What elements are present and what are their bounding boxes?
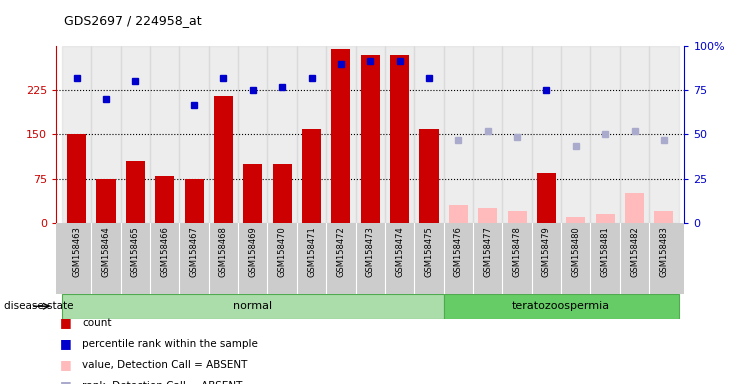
Bar [649, 46, 678, 223]
Bar [537, 173, 556, 223]
Text: percentile rank within the sample: percentile rank within the sample [82, 339, 258, 349]
Bar [67, 134, 86, 223]
Text: teratozoospermia: teratozoospermia [512, 301, 610, 311]
Bar [390, 55, 409, 223]
Bar [654, 211, 673, 223]
Text: GSM158465: GSM158465 [131, 226, 140, 277]
Bar [150, 46, 180, 223]
Bar [155, 175, 174, 223]
Bar [62, 46, 91, 223]
Bar [414, 46, 444, 223]
Bar [96, 179, 115, 223]
Bar [302, 129, 321, 223]
Text: GSM158467: GSM158467 [189, 226, 199, 277]
Bar [595, 214, 615, 223]
Text: GSM158480: GSM158480 [571, 226, 580, 277]
Text: ■: ■ [60, 337, 72, 350]
Bar [180, 46, 209, 223]
Bar [420, 129, 438, 223]
Bar [625, 193, 644, 223]
Text: value, Detection Call = ABSENT: value, Detection Call = ABSENT [82, 360, 248, 370]
Bar [590, 46, 620, 223]
Bar [503, 46, 532, 223]
Text: GSM158483: GSM158483 [660, 226, 669, 277]
Bar [508, 211, 527, 223]
Text: ■: ■ [60, 316, 72, 329]
Bar [126, 161, 145, 223]
Bar [120, 46, 150, 223]
Bar [243, 164, 263, 223]
Text: GSM158482: GSM158482 [630, 226, 639, 277]
Bar [209, 46, 238, 223]
Bar [331, 49, 351, 223]
Text: GSM158476: GSM158476 [454, 226, 463, 277]
Text: GSM158470: GSM158470 [278, 226, 286, 277]
Bar [532, 46, 561, 223]
Bar [385, 46, 414, 223]
Text: rank, Detection Call = ABSENT: rank, Detection Call = ABSENT [82, 381, 242, 384]
Bar [91, 46, 120, 223]
Text: GDS2697 / 224958_at: GDS2697 / 224958_at [64, 14, 201, 27]
Text: GSM158468: GSM158468 [219, 226, 228, 277]
Text: GSM158478: GSM158478 [512, 226, 521, 277]
Text: normal: normal [233, 301, 272, 311]
Text: GSM158475: GSM158475 [424, 226, 434, 277]
Bar [566, 217, 586, 223]
Text: count: count [82, 318, 111, 328]
Text: GSM158469: GSM158469 [248, 226, 257, 277]
Text: GSM158471: GSM158471 [307, 226, 316, 277]
Bar [449, 205, 468, 223]
Text: ■: ■ [60, 379, 72, 384]
Bar [355, 46, 385, 223]
Text: GSM158464: GSM158464 [102, 226, 111, 277]
Bar [326, 46, 355, 223]
Bar [473, 46, 503, 223]
Bar [62, 294, 444, 319]
Text: GSM158466: GSM158466 [160, 226, 169, 277]
Bar [478, 208, 497, 223]
Text: GSM158481: GSM158481 [601, 226, 610, 277]
Bar [297, 46, 326, 223]
Text: GSM158477: GSM158477 [483, 226, 492, 277]
Text: GSM158463: GSM158463 [72, 226, 81, 277]
Text: GSM158473: GSM158473 [366, 226, 375, 277]
Bar [444, 294, 678, 319]
Text: disease state: disease state [4, 301, 73, 311]
Bar [268, 46, 297, 223]
Bar [185, 179, 203, 223]
Text: GSM158472: GSM158472 [337, 226, 346, 277]
Text: ■: ■ [60, 358, 72, 371]
Bar [214, 96, 233, 223]
Bar [238, 46, 268, 223]
Text: GSM158474: GSM158474 [395, 226, 404, 277]
Text: GSM158479: GSM158479 [542, 226, 551, 277]
Bar [620, 46, 649, 223]
Bar [444, 46, 473, 223]
Bar [361, 55, 380, 223]
Bar [272, 164, 292, 223]
Bar [561, 46, 590, 223]
